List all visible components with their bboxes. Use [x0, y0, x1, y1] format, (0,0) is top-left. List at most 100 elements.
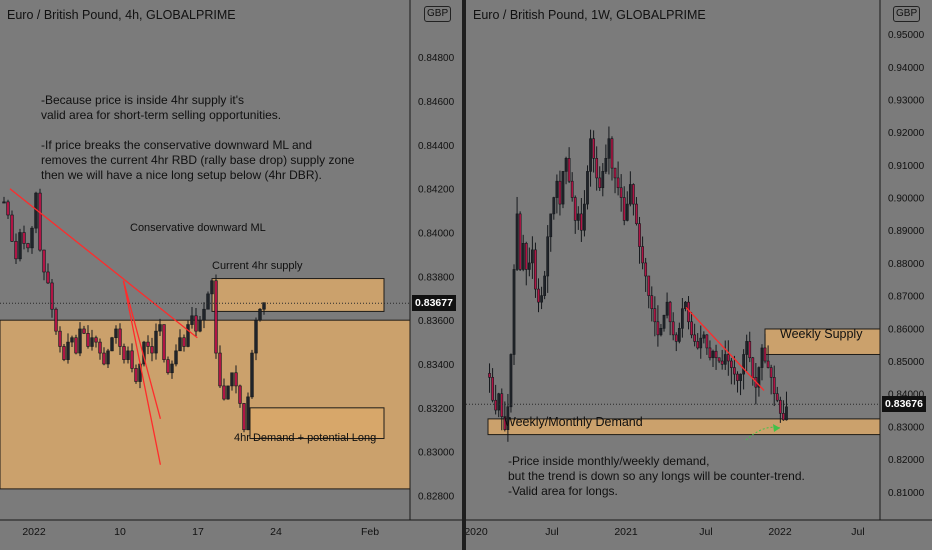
candle-body-58: [234, 372, 238, 387]
candle-body-45: [625, 203, 629, 221]
candle-body-77: [723, 354, 727, 365]
x-tick-label: 17: [192, 526, 204, 538]
candle-body-21: [86, 333, 90, 347]
candle-body-32: [586, 171, 589, 205]
candle-body-23: [558, 180, 562, 205]
candle-body-53: [214, 280, 218, 354]
y-tick-label: 0.83000: [418, 448, 455, 459]
y-tick-label: 0.83400: [418, 360, 455, 371]
candle-body-41: [613, 167, 617, 179]
candle-body-49: [198, 319, 202, 332]
candle-body-71: [705, 334, 709, 349]
candle-body-65: [262, 302, 266, 310]
candle-body-59: [238, 385, 242, 404]
candle-body-90: [763, 347, 767, 362]
candle-body-14: [58, 330, 62, 347]
zone-1: [487, 418, 881, 436]
candle-body-69: [699, 337, 703, 349]
candle-body-16: [537, 288, 540, 303]
y-tick-label: 0.85000: [888, 357, 925, 368]
candle-body-56: [659, 328, 663, 336]
x-tick-label: Jul: [699, 526, 712, 538]
zone-0: [764, 328, 881, 355]
chart-canvas-4h[interactable]: 0.84800 0.84600 0.84400 0.84200 0.84000 0.838…: [0, 0, 462, 550]
candle-body-9: [515, 213, 519, 270]
candle-body-66: [690, 321, 693, 336]
candle-body-52: [210, 280, 214, 295]
candle-body-83: [742, 354, 745, 375]
candle-body-95: [778, 399, 782, 414]
candle-body-26: [567, 158, 571, 182]
candle-body-64: [684, 301, 687, 310]
candle-body-11: [521, 243, 525, 270]
hint-arrow: [745, 426, 781, 441]
y-tick-label: 0.83000: [888, 422, 925, 433]
chart-panel-4h[interactable]: 0.84800 0.84600 0.84400 0.84200 0.84000 0.838…: [0, 0, 462, 550]
y-tick-label: 0.86000: [888, 324, 925, 335]
candle-body-2: [494, 399, 498, 411]
candle-body-91: [766, 360, 770, 368]
trendline-2: [122, 280, 162, 465]
candle-body-19: [546, 236, 550, 277]
candle-body-16: [66, 341, 70, 360]
y-tick-label: 0.84800: [418, 53, 455, 64]
candle-body-48: [194, 315, 198, 332]
candle-body-0: [2, 201, 6, 204]
candle-body-30: [579, 213, 583, 231]
candle-body-37: [150, 346, 154, 354]
candle-body-5: [22, 232, 26, 244]
x-tick-label: Jul: [851, 526, 864, 538]
candle-body-31: [126, 350, 130, 360]
candle-body-27: [570, 180, 574, 198]
x-tick-label: 2020: [466, 526, 488, 538]
candle-body-61: [246, 396, 250, 431]
candle-body-36: [146, 341, 150, 347]
y-tick-label: 0.84000: [888, 390, 925, 401]
candle-body-62: [250, 352, 254, 398]
candle-body-6: [26, 243, 30, 249]
candle-body-79: [729, 360, 733, 368]
y-tick-label: 0.83600: [418, 316, 455, 327]
candle-body-25: [102, 352, 106, 365]
candle-body-45: [182, 337, 186, 347]
candle-body-25: [564, 158, 568, 172]
candle-body-9: [38, 192, 42, 251]
candle-body-12: [50, 282, 54, 310]
chart-panel-1w[interactable]: 0.95000 0.94000 0.93000 0.92000 0.91000 0.900…: [466, 0, 932, 550]
x-tick-label: Jul: [545, 526, 558, 538]
panel-divider[interactable]: [462, 0, 466, 550]
candle-body-80: [733, 367, 736, 375]
candle-body-78: [726, 354, 730, 362]
candle-body-60: [671, 321, 675, 336]
supply-zone-label-4h: Current 4hr supply: [212, 260, 303, 272]
candle-body-59: [668, 301, 672, 323]
y-tick-label: 0.84600: [418, 97, 455, 108]
candle-body-33: [134, 368, 138, 382]
y-tick-label: 0.90000: [888, 194, 925, 205]
currency-badge-4h[interactable]: GBP: [424, 6, 452, 22]
candle-body-65: [687, 301, 690, 323]
candle-body-67: [693, 334, 697, 342]
candle-body-48: [635, 203, 638, 224]
candle-body-6: [506, 406, 510, 430]
candle-body-26: [106, 350, 110, 365]
candle-body-2: [10, 214, 14, 242]
candle-body-38: [604, 158, 608, 172]
candle-body-8: [512, 269, 516, 355]
candle-body-29: [118, 328, 122, 347]
candle-body-4: [18, 232, 22, 260]
candle-body-1: [491, 377, 494, 401]
candle-body-10: [518, 213, 522, 270]
currency-badge-1w[interactable]: GBP: [893, 6, 921, 22]
candle-body-15: [534, 249, 537, 290]
candle-body-55: [222, 385, 226, 400]
candle-body-27: [110, 337, 114, 352]
candle-body-56: [226, 385, 230, 400]
candle-body-92: [769, 367, 773, 378]
candle-body-33: [589, 138, 592, 172]
candle-body-57: [230, 372, 234, 387]
candle-body-3: [14, 241, 18, 260]
y-tick-label: 0.95000: [888, 30, 925, 41]
chart-canvas-1w[interactable]: 0.95000 0.94000 0.93000 0.92000 0.91000 0.900…: [466, 0, 932, 550]
candle-body-64: [258, 308, 262, 321]
